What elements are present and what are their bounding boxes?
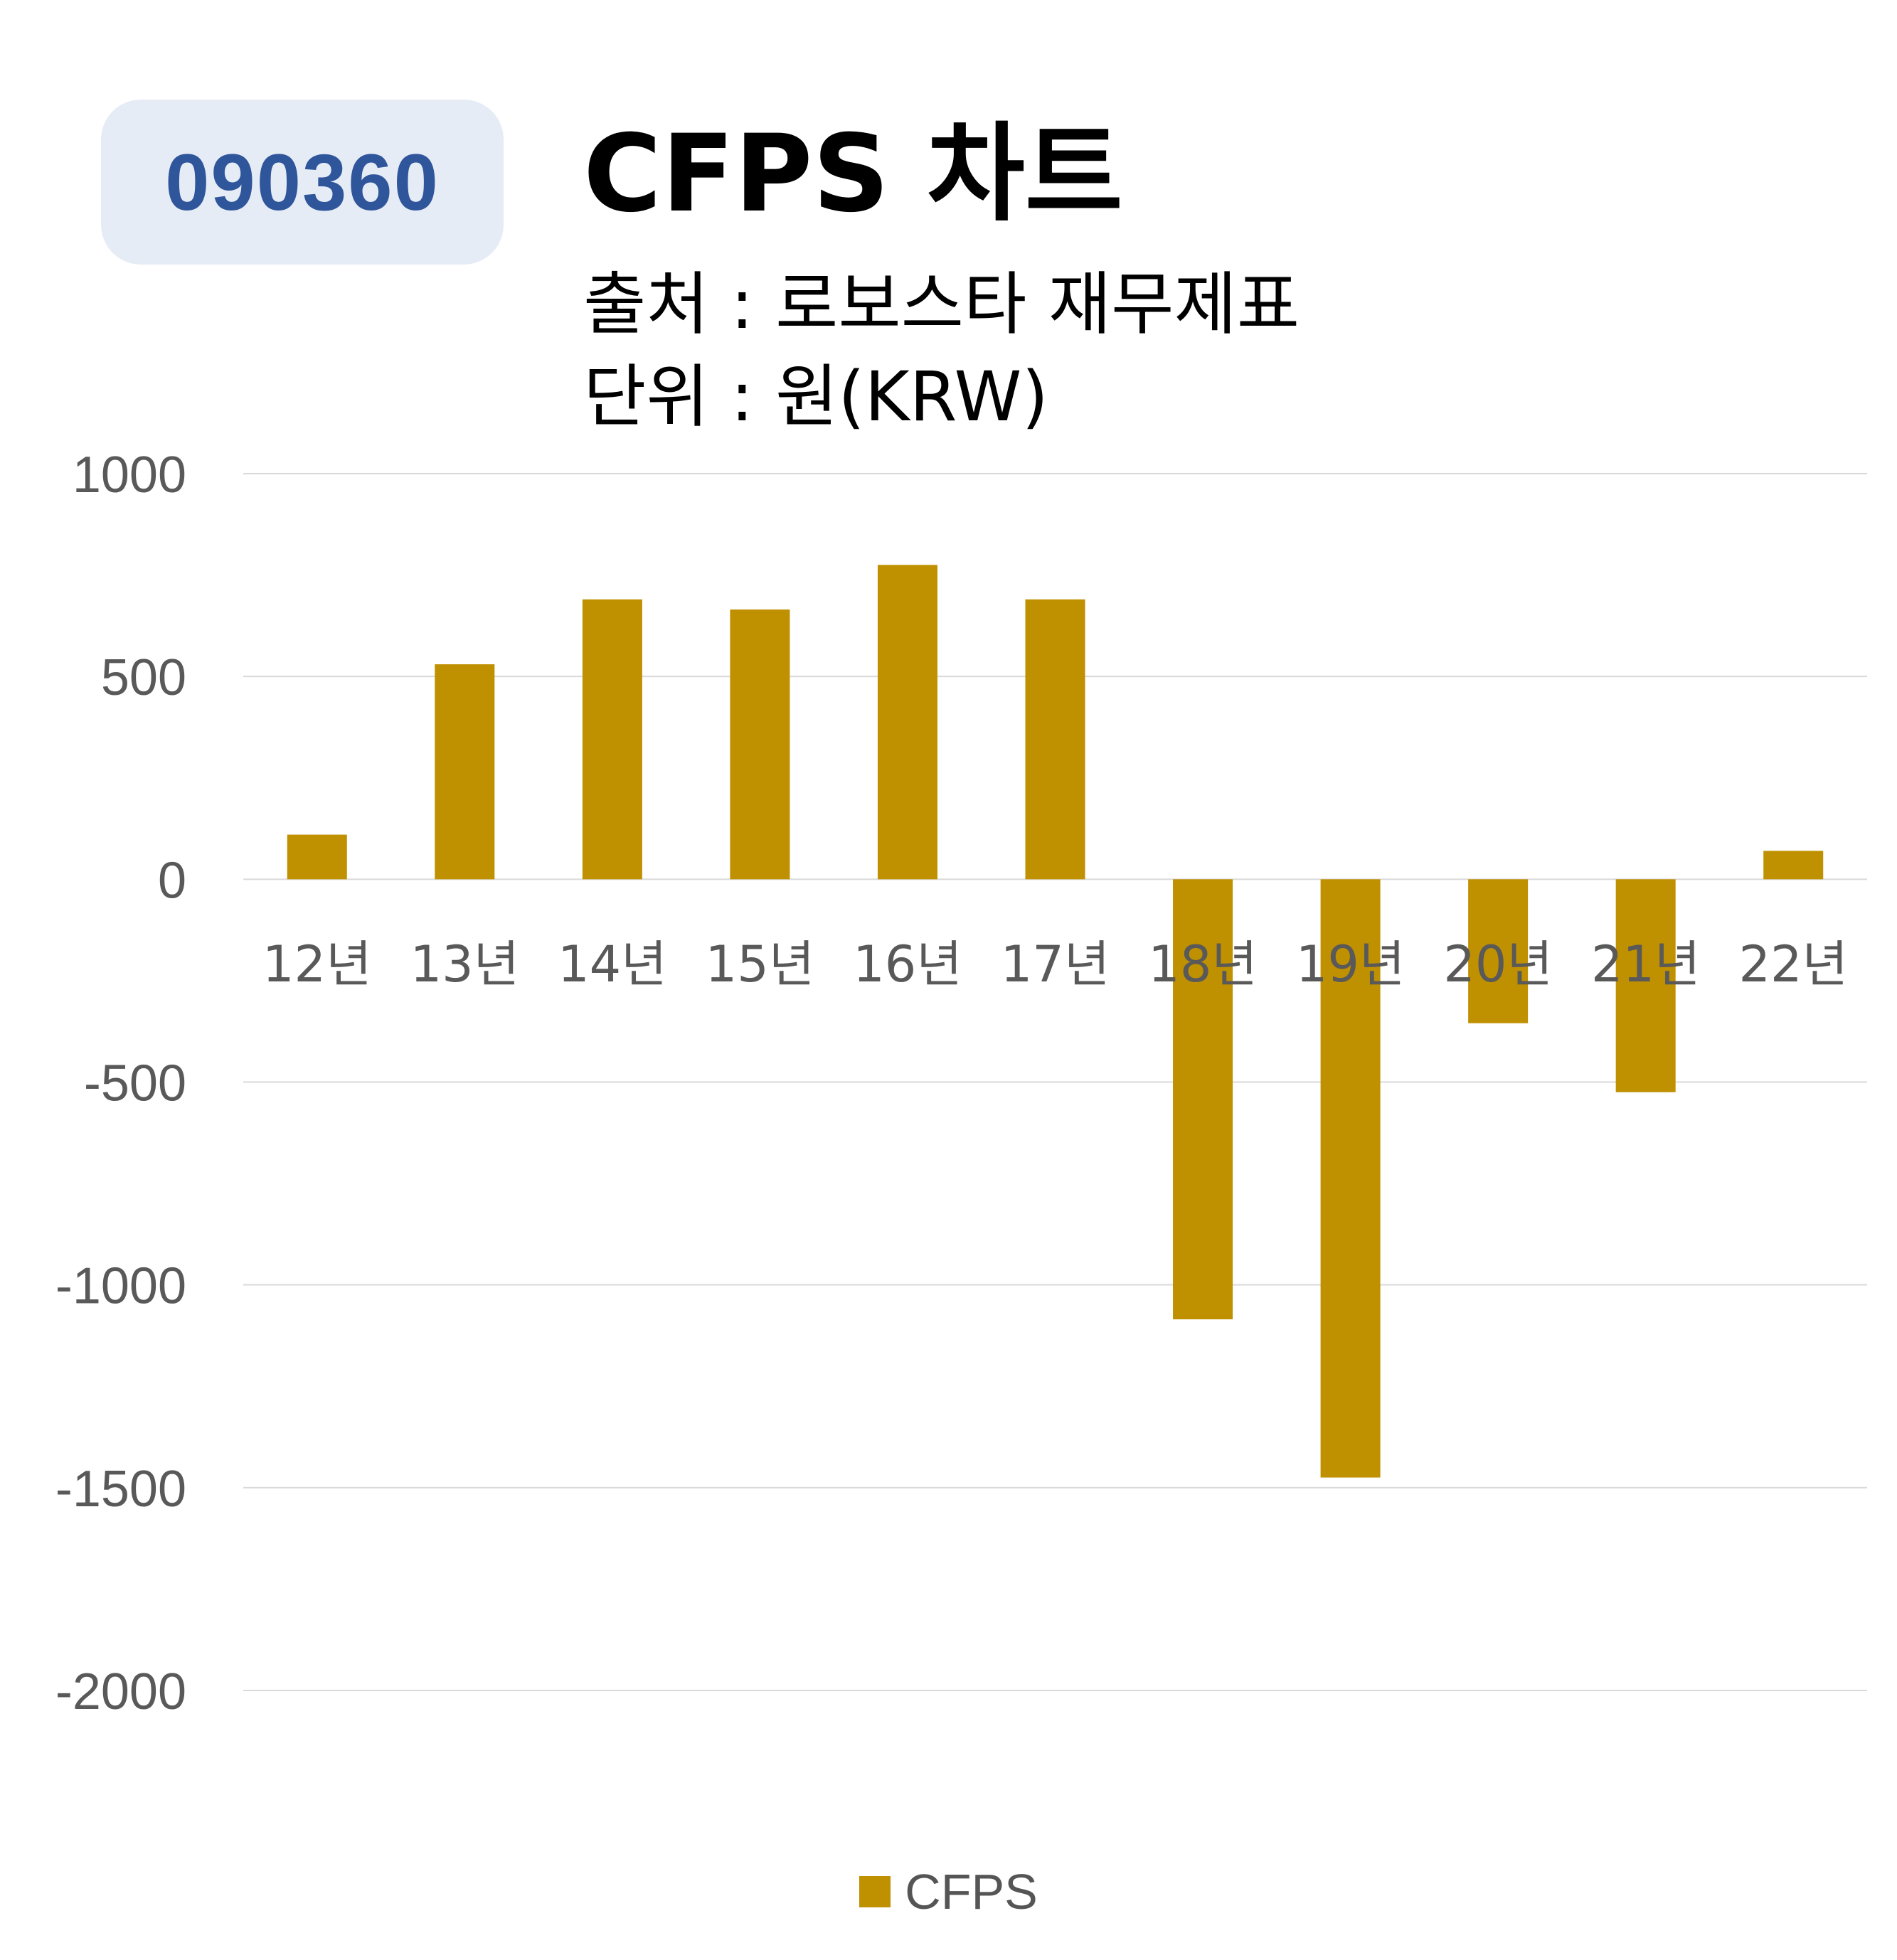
y-tick-label: -500 (84, 1055, 186, 1112)
y-tick-label: -1500 (55, 1461, 186, 1518)
bar-17년 (1025, 599, 1085, 880)
legend-swatch (859, 1876, 891, 1907)
x-tick-label: 19년 (1296, 935, 1405, 994)
x-tick-label: 18년 (1148, 935, 1257, 994)
legend-label: CFPS (905, 1864, 1038, 1919)
bar-18년 (1173, 879, 1233, 1320)
y-axis-ticks: 1000 500 0 -500 -1000 -1500 -2000 (55, 447, 186, 1720)
x-tick-label: 16년 (853, 935, 962, 994)
x-tick-label: 13년 (410, 935, 519, 994)
bar-16년 (877, 565, 937, 880)
x-tick-label: 15년 (706, 935, 814, 994)
bar-21년 (1615, 879, 1676, 1092)
x-tick-label: 14년 (558, 935, 666, 994)
x-tick-label: 20년 (1443, 935, 1552, 994)
bar-22년 (1763, 851, 1824, 880)
x-tick-label: 12년 (262, 935, 371, 994)
bar-13년 (435, 664, 495, 880)
x-tick-label: 21년 (1591, 935, 1700, 994)
ticker-badge: 090360 (101, 100, 504, 265)
bar-20년 (1468, 879, 1529, 1023)
bars (287, 565, 1824, 1478)
x-tick-label: 22년 (1738, 935, 1847, 994)
legend: CFPS (0, 1863, 1897, 1920)
y-tick-label: 0 (158, 852, 186, 909)
y-tick-label: -2000 (55, 1663, 186, 1720)
bar-14년 (582, 599, 642, 880)
bar-15년 (730, 609, 790, 880)
ticker-code: 090360 (165, 137, 440, 227)
y-tick-label: -1000 (55, 1258, 186, 1315)
x-axis-ticks: 12년 13년 14년 15년 16년 17년 18년 19년 20년 21년 22년 (262, 935, 1848, 994)
chart-unit: 단위 : 원(KRW) (583, 357, 1048, 437)
y-tick-label: 1000 (73, 447, 186, 504)
bar-19년 (1320, 879, 1381, 1478)
x-tick-label: 17년 (1001, 935, 1110, 994)
chart-title: CFPS 차트 (583, 112, 1123, 236)
bar-12년 (287, 834, 347, 880)
y-tick-label: 500 (101, 649, 186, 706)
chart-source: 출처 : 로보스타 재무제표 (583, 265, 1300, 344)
